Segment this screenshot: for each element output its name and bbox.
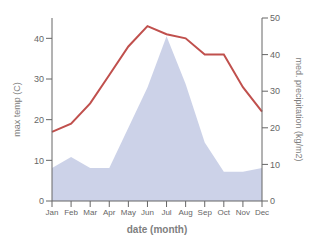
svg-text:Mar: Mar bbox=[83, 208, 97, 217]
svg-text:Dec: Dec bbox=[255, 208, 269, 217]
svg-text:Nov: Nov bbox=[236, 208, 250, 217]
svg-text:max temp (C): max temp (C) bbox=[12, 82, 22, 137]
svg-text:Oct: Oct bbox=[218, 208, 231, 217]
svg-text:30: 30 bbox=[34, 74, 44, 84]
svg-text:Jan: Jan bbox=[46, 208, 59, 217]
svg-text:10: 10 bbox=[34, 156, 44, 166]
svg-text:date (month): date (month) bbox=[127, 224, 188, 235]
svg-text:0: 0 bbox=[39, 196, 44, 206]
svg-text:20: 20 bbox=[34, 115, 44, 125]
svg-text:Jun: Jun bbox=[141, 208, 154, 217]
svg-text:0: 0 bbox=[270, 196, 275, 206]
svg-text:Apr: Apr bbox=[103, 208, 116, 217]
svg-text:10: 10 bbox=[270, 160, 280, 170]
svg-text:Jul: Jul bbox=[161, 208, 171, 217]
svg-text:Feb: Feb bbox=[64, 208, 78, 217]
svg-text:med. precipitation (kg/m2): med. precipitation (kg/m2) bbox=[294, 57, 304, 161]
svg-text:20: 20 bbox=[270, 123, 280, 133]
svg-text:40: 40 bbox=[34, 34, 44, 44]
svg-text:Aug: Aug bbox=[179, 208, 193, 217]
svg-text:Sep: Sep bbox=[198, 208, 213, 217]
svg-text:May: May bbox=[121, 208, 136, 217]
svg-text:30: 30 bbox=[270, 86, 280, 96]
svg-text:50: 50 bbox=[270, 13, 280, 23]
svg-text:40: 40 bbox=[270, 50, 280, 60]
